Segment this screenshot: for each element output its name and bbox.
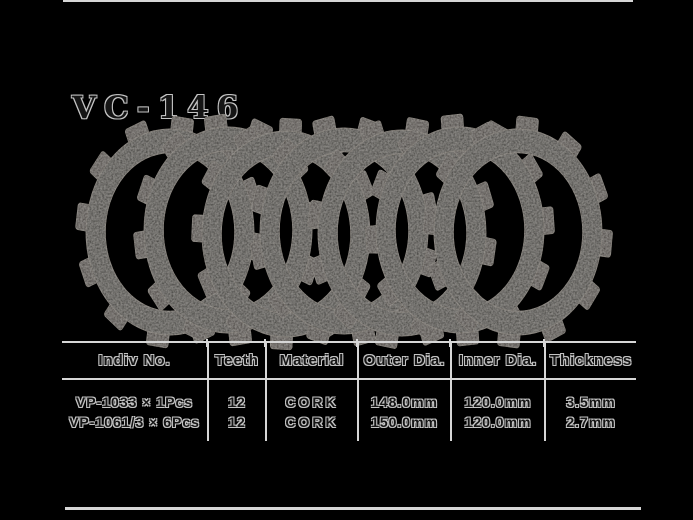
clutch-plates-photo [75, 113, 613, 351]
cell-teeth: 12 [207, 412, 265, 432]
cell-outer-dia: 150.0mm [357, 412, 450, 432]
column-tick [356, 339, 358, 347]
gap-cell [207, 380, 265, 392]
cell-inner-dia: 120.0mm [450, 392, 544, 412]
cell-material: CORK [265, 392, 357, 412]
spec-table: Indiv No. Teeth Material Outer Dia. Inne… [62, 339, 636, 441]
column-tick [206, 339, 208, 347]
column-tick [449, 339, 451, 347]
cell-teeth: 12 [207, 392, 265, 412]
cell-material: CORK [265, 412, 357, 432]
cell-indiv-no: VP-1061/3 × 6Pcs [69, 414, 200, 430]
gap-cell [544, 380, 636, 392]
col-header-indiv-no: Indiv No. [62, 343, 207, 380]
column-tick [543, 339, 545, 347]
column-tick [264, 339, 266, 347]
gap-cell [265, 380, 357, 392]
gap-cell [357, 380, 450, 392]
bottom-rule [65, 507, 641, 510]
col-header-material: Material [265, 343, 357, 380]
spacer-cell [357, 432, 450, 441]
col-header-inner-dia: Inner Dia. [450, 343, 544, 380]
spacer-cell [265, 432, 357, 441]
spacer-cell [544, 432, 636, 441]
cell-thickness: 2.7mm [544, 412, 636, 432]
col-header-outer-dia: Outer Dia. [357, 343, 450, 380]
cell-indiv-no: VP-1033 × 1Pcs [75, 394, 194, 410]
gap-cell [450, 380, 544, 392]
spacer-cell [450, 432, 544, 441]
col-header-teeth: Teeth [207, 343, 265, 380]
clutch-plate [423, 115, 613, 349]
cell-thickness: 3.5mm [544, 392, 636, 412]
spacer-cell [207, 432, 265, 441]
top-rule [63, 0, 633, 2]
clutch-plate-stack [75, 113, 613, 351]
col-header-thickness: Thickness [544, 343, 636, 380]
spacer-cell [62, 432, 207, 441]
cell-inner-dia: 120.0mm [450, 412, 544, 432]
cell-outer-dia: 148.0mm [357, 392, 450, 412]
gap-cell [62, 380, 207, 392]
